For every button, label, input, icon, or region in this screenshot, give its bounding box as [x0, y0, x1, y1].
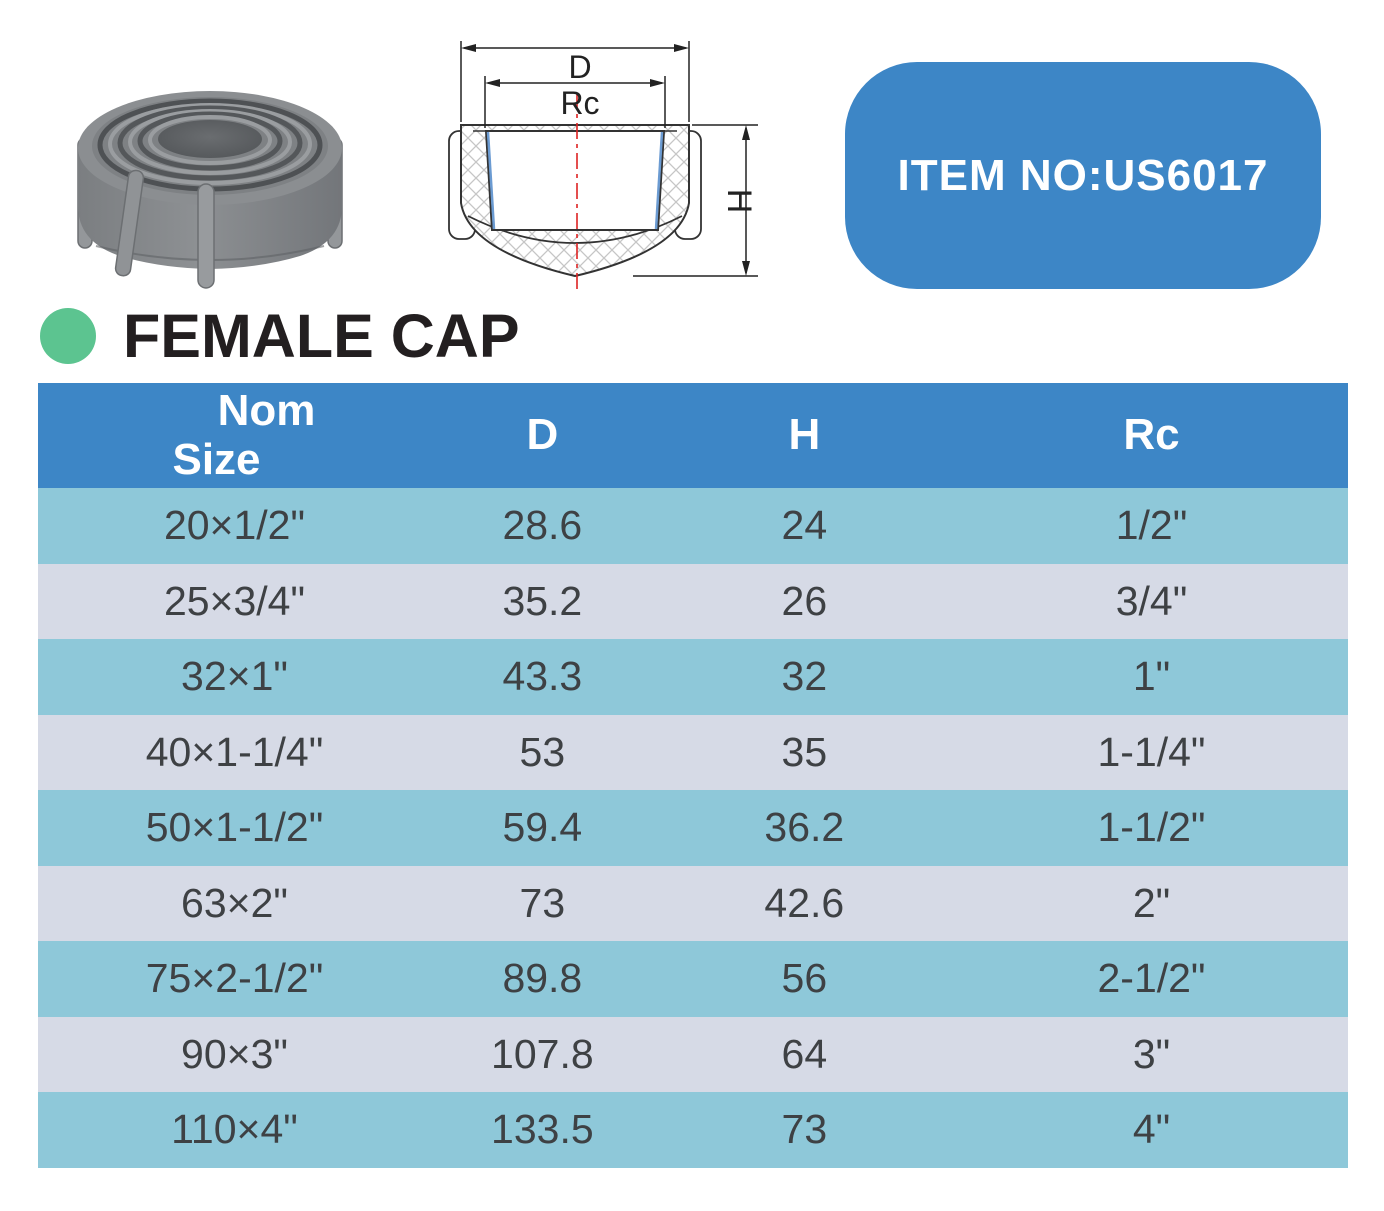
table-row: 32×1" 43.3 32 1"	[38, 639, 1348, 715]
cell-nom: 63×2"	[181, 879, 288, 926]
page-title: FEMALE CAP	[123, 302, 520, 370]
cell-h: 36.2	[764, 804, 845, 851]
cell-rc: 2"	[1132, 879, 1171, 926]
cell-h: 32	[781, 653, 828, 700]
spec-table-header: Nom Size D H Rc	[38, 383, 1348, 488]
technical-diagram: D Rc H	[428, 18, 792, 308]
label-rc: Rc	[560, 85, 599, 121]
title-row: FEMALE CAP	[40, 302, 520, 370]
cap-cross-section: D Rc H	[448, 41, 758, 290]
header-nom-size: Nom Size	[38, 383, 431, 488]
table-row: 25×3/4" 35.2 26 3/4"	[38, 563, 1348, 639]
dim-h	[633, 124, 758, 277]
bullet-dot-icon	[40, 308, 96, 364]
cell-d: 59.4	[502, 804, 583, 851]
cell-rc: 3/4"	[1115, 577, 1188, 624]
table-row: 40×1-1/4" 53 35 1-1/4"	[38, 714, 1348, 790]
cell-h: 35	[781, 728, 828, 775]
product-photo	[58, 38, 362, 306]
cell-rc: 1-1/4"	[1097, 728, 1206, 775]
cell-h: 26	[781, 577, 828, 624]
cell-rc: 1-1/2"	[1097, 804, 1206, 851]
dim-d	[460, 41, 690, 122]
cell-h: 42.6	[764, 879, 845, 926]
table-row: 75×2-1/2" 89.8 56 2-1/2"	[38, 941, 1348, 1017]
cell-nom: 90×3"	[181, 1030, 288, 1077]
cell-d: 28.6	[502, 502, 583, 549]
header-size: Size	[172, 434, 261, 484]
cell-d: 43.3	[502, 653, 583, 700]
cell-rc: 1/2"	[1115, 502, 1188, 549]
cell-h: 73	[781, 1106, 828, 1153]
cell-nom: 25×3/4"	[163, 577, 306, 624]
spec-table: Nom Size D H Rc 20×1/2" 28.6 24 1/2" 25×…	[38, 383, 1348, 1168]
cell-nom: 50×1-1/2"	[145, 804, 324, 851]
cell-nom: 110×4"	[171, 1106, 298, 1153]
cell-d: 53	[519, 728, 566, 775]
cap-rib-front	[197, 183, 215, 289]
label-h: H	[720, 189, 758, 214]
cell-d: 133.5	[491, 1106, 594, 1153]
item-number-text: ITEM NO:US6017	[897, 150, 1269, 200]
cell-nom: 40×1-1/4"	[145, 728, 324, 775]
cap-threads	[97, 98, 323, 192]
female-cap-photo-image	[77, 91, 343, 289]
cell-nom: 20×1/2"	[163, 502, 306, 549]
header-rc: Rc	[954, 383, 1348, 488]
header-h: H	[653, 383, 955, 488]
table-row: 50×1-1/2" 59.4 36.2 1-1/2"	[38, 790, 1348, 866]
table-row: 20×1/2" 28.6 24 1/2"	[38, 488, 1348, 564]
cap-cavity	[484, 130, 666, 231]
header-d: D	[431, 383, 654, 488]
cell-nom: 75×2-1/2"	[145, 955, 324, 1002]
cell-d: 89.8	[502, 955, 583, 1002]
header-nom: Nom	[217, 386, 316, 436]
cap-rib-front-left	[114, 169, 145, 277]
cell-nom: 32×1"	[181, 653, 288, 700]
table-row: 63×2" 73 42.6 2"	[38, 865, 1348, 941]
cell-d: 73	[519, 879, 566, 926]
cell-d: 35.2	[502, 577, 583, 624]
cell-h: 24	[781, 502, 828, 549]
cell-rc: 1"	[1132, 653, 1171, 700]
table-row: 110×4" 133.5 73 4"	[38, 1092, 1348, 1168]
table-row: 90×3" 107.8 64 3"	[38, 1016, 1348, 1092]
thread-line-left	[486, 131, 496, 230]
cell-h: 64	[781, 1030, 828, 1077]
dim-rc	[484, 76, 666, 128]
thread-line-right	[654, 131, 664, 230]
cell-d: 107.8	[491, 1030, 594, 1077]
label-d: D	[568, 49, 591, 85]
item-number-badge: ITEM NO:US6017	[845, 62, 1321, 289]
cell-h: 56	[781, 955, 828, 1002]
cell-rc: 3"	[1132, 1030, 1171, 1077]
cell-rc: 4"	[1132, 1106, 1171, 1153]
cell-rc: 2-1/2"	[1097, 955, 1206, 1002]
